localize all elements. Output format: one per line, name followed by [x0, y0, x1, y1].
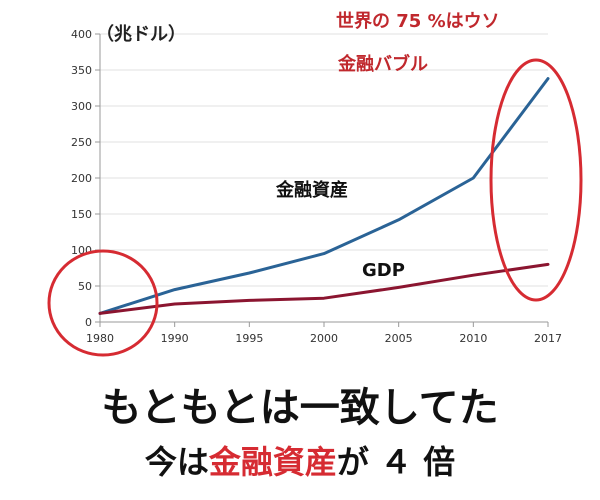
tick-label-x-2010: 2010: [459, 332, 487, 345]
tick-label-y-50: 50: [78, 280, 92, 293]
tick-label-y-400: 400: [71, 28, 92, 41]
tick-label-x-1990: 1990: [161, 332, 189, 345]
tick-label-y-250: 250: [71, 136, 92, 149]
tick-label-y-150: 150: [71, 208, 92, 221]
annotation-note-line2: 金融バブル: [337, 53, 428, 75]
tick-label-x-2005: 2005: [385, 332, 413, 345]
series-line-gdp: [98, 262, 550, 315]
caption-line-2-post: が ４ 倍: [336, 443, 456, 481]
y-unit-label: （兆ドル）: [96, 24, 186, 45]
tick-label-x-1995: 1995: [235, 332, 263, 345]
caption-line-2: 今は金融資産が ４ 倍: [0, 440, 600, 484]
tick-label-y-200: 200: [71, 172, 92, 185]
annotation-note-line1: 世界の 75 %はウソ: [336, 11, 500, 32]
series-label-financial-assets: 金融資産: [275, 179, 348, 201]
caption-line-1: もともとは一致してた: [101, 385, 499, 431]
x-axis-ticks: 1980 1990 1995 2000 2005 2010 2017: [86, 322, 562, 345]
tick-label-y-0: 0: [85, 316, 92, 329]
tick-label-y-300: 300: [71, 100, 92, 113]
grid: [100, 33, 548, 323]
tick-label-y-350: 350: [71, 64, 92, 77]
caption-line-2-pre: 今は: [144, 443, 209, 481]
tick-label-x-2000: 2000: [310, 332, 338, 345]
series-lines: [98, 77, 550, 315]
highlight-circle-2017: [489, 58, 583, 302]
tick-label-x-1980: 1980: [86, 332, 114, 345]
caption-line-2-highlight: 金融資産: [208, 443, 337, 481]
tick-label-x-2017: 2017: [534, 332, 562, 345]
highlight-circle-1980: [47, 249, 159, 357]
series-label-gdp: GDP: [362, 260, 405, 281]
